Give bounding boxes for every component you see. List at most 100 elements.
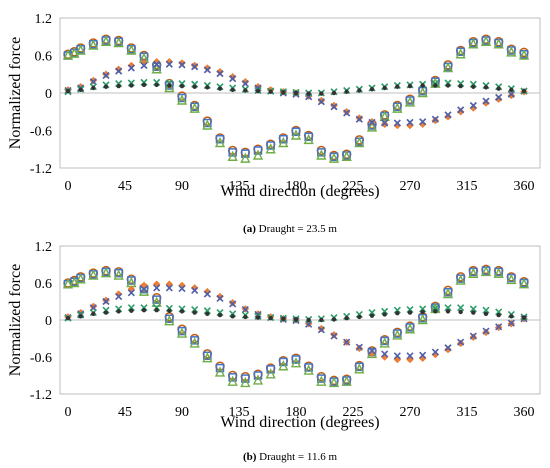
data-point bbox=[140, 281, 148, 290]
data-point bbox=[281, 316, 286, 321]
x-tick-label: 315 bbox=[457, 405, 478, 420]
data-point bbox=[228, 298, 237, 307]
y-tick-label: 0 bbox=[45, 314, 52, 329]
data-point bbox=[457, 304, 465, 312]
data-point bbox=[214, 136, 226, 148]
data-point bbox=[167, 83, 172, 88]
data-point bbox=[482, 328, 490, 337]
data-point bbox=[406, 118, 414, 126]
data-point bbox=[433, 309, 438, 314]
data-point bbox=[407, 310, 413, 315]
data-point bbox=[279, 135, 288, 144]
data-point bbox=[279, 357, 288, 367]
y-axis-label: Normalized force bbox=[7, 37, 24, 149]
data-point bbox=[369, 313, 375, 318]
data-point bbox=[433, 83, 438, 88]
data-point bbox=[192, 84, 197, 89]
data-point bbox=[395, 311, 400, 316]
data-point bbox=[203, 307, 211, 315]
data-point bbox=[266, 365, 275, 374]
x-tick-label: 315 bbox=[457, 179, 478, 194]
x-tick-label: 360 bbox=[514, 405, 535, 420]
y-tick-label: -0.6 bbox=[30, 351, 52, 366]
data-point bbox=[331, 317, 337, 322]
data-point bbox=[483, 85, 489, 90]
data-point bbox=[381, 307, 389, 315]
data-point bbox=[127, 289, 135, 297]
data-point bbox=[179, 309, 185, 314]
data-point bbox=[189, 337, 200, 348]
data-point bbox=[265, 368, 276, 379]
chart-caption: (a) Draught = 23.5 m bbox=[243, 223, 337, 235]
data-point bbox=[113, 36, 124, 48]
data-point bbox=[482, 306, 490, 314]
data-point bbox=[190, 61, 199, 70]
data-point bbox=[240, 376, 251, 388]
data-point bbox=[406, 305, 414, 314]
y-tick-label: 0.6 bbox=[35, 50, 53, 65]
data-point bbox=[129, 308, 134, 313]
data-point bbox=[240, 152, 251, 163]
data-point bbox=[444, 345, 452, 354]
data-point bbox=[343, 338, 351, 346]
data-point bbox=[495, 323, 503, 331]
data-point bbox=[419, 351, 427, 359]
data-point bbox=[191, 63, 199, 71]
data-point bbox=[154, 82, 159, 88]
data-point bbox=[62, 278, 74, 289]
data-point bbox=[227, 375, 238, 386]
data-point bbox=[127, 304, 135, 312]
data-point bbox=[216, 294, 224, 302]
data-point bbox=[458, 83, 463, 89]
data-point bbox=[214, 366, 226, 377]
data-point bbox=[355, 344, 364, 353]
data-point bbox=[442, 61, 454, 73]
data-point bbox=[442, 288, 454, 299]
data-point bbox=[357, 314, 362, 320]
series-7 bbox=[65, 307, 527, 323]
data-point bbox=[113, 269, 124, 280]
data-point bbox=[91, 311, 96, 317]
data-point bbox=[217, 86, 223, 91]
data-point bbox=[266, 141, 275, 150]
data-point bbox=[141, 307, 147, 313]
data-point bbox=[368, 347, 376, 355]
data-point bbox=[317, 98, 325, 106]
data-point bbox=[75, 273, 86, 284]
x-tick-label: 0 bbox=[65, 405, 72, 420]
data-point bbox=[178, 284, 186, 293]
data-point bbox=[140, 285, 148, 293]
data-point bbox=[254, 310, 262, 319]
data-point bbox=[471, 310, 476, 315]
data-point bbox=[330, 330, 338, 339]
data-point bbox=[355, 114, 364, 122]
data-point bbox=[153, 284, 161, 292]
data-point bbox=[407, 83, 413, 89]
data-point bbox=[127, 64, 135, 72]
series-7 bbox=[65, 82, 527, 96]
x-tick-label: 360 bbox=[514, 179, 535, 194]
data-point bbox=[243, 88, 248, 93]
data-point bbox=[445, 309, 451, 314]
data-point bbox=[75, 44, 86, 55]
data-point bbox=[468, 267, 479, 278]
data-point bbox=[319, 317, 324, 323]
x-tick-label: 135 bbox=[229, 179, 250, 194]
data-point bbox=[165, 280, 174, 289]
y-tick-label: 1.2 bbox=[35, 240, 53, 255]
data-point bbox=[521, 88, 527, 94]
data-point bbox=[506, 46, 517, 57]
data-point bbox=[278, 136, 289, 148]
y-axis-label: Normalized force bbox=[7, 264, 24, 376]
data-point bbox=[317, 374, 326, 383]
x-tick-label: 270 bbox=[400, 405, 421, 420]
data-point bbox=[89, 76, 98, 85]
data-point bbox=[164, 81, 175, 93]
data-point bbox=[471, 84, 476, 89]
data-point bbox=[330, 101, 338, 110]
data-point bbox=[382, 312, 387, 317]
data-point bbox=[176, 94, 188, 105]
data-point bbox=[100, 35, 112, 46]
data-point bbox=[357, 88, 362, 93]
data-point bbox=[205, 311, 210, 317]
